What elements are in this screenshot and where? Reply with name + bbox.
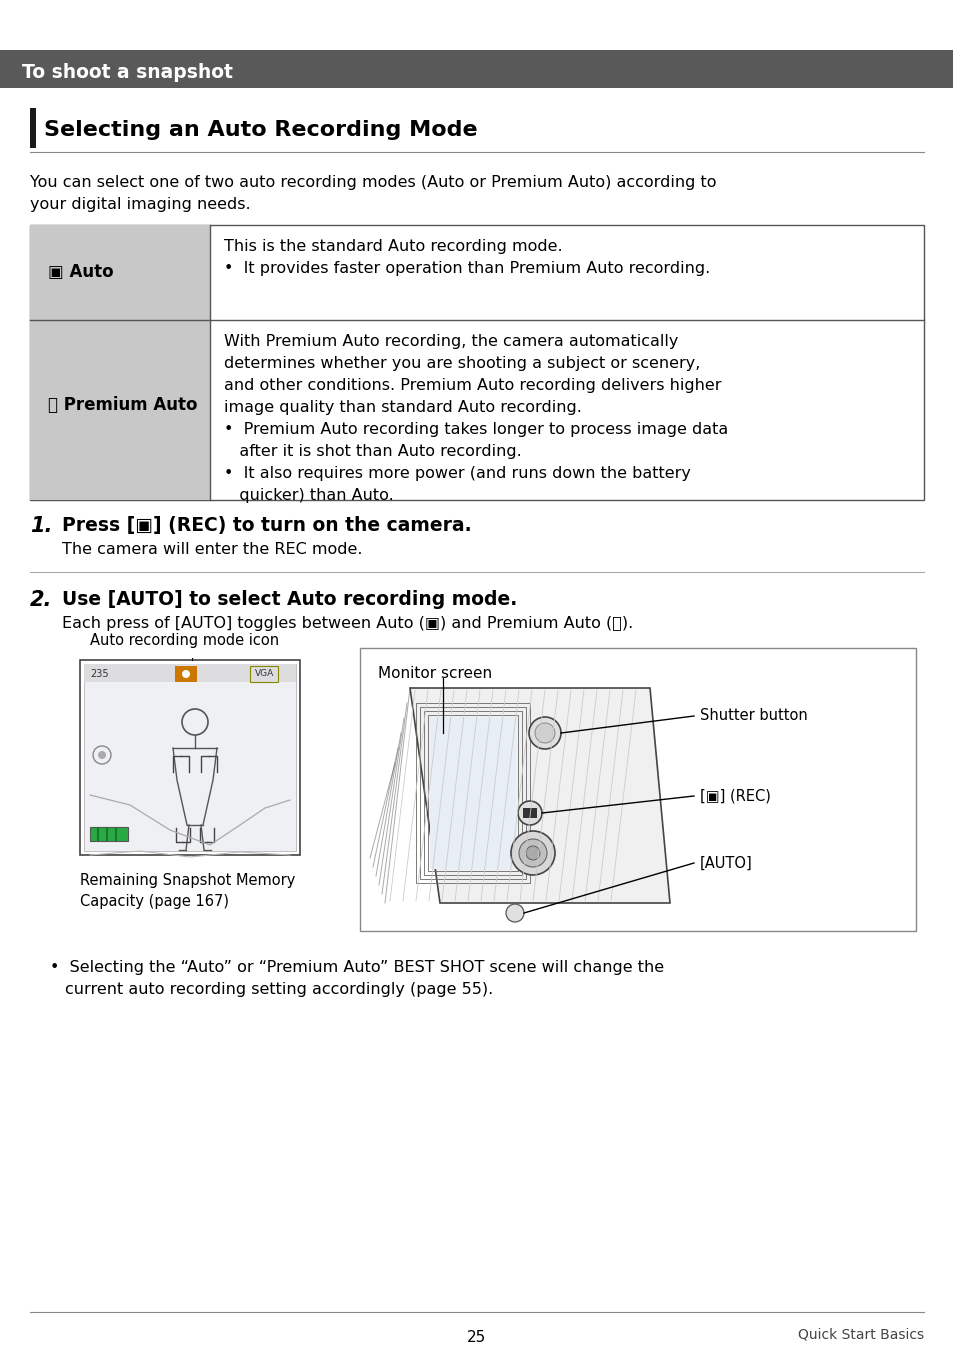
Text: With Premium Auto recording, the camera automatically: With Premium Auto recording, the camera … (224, 334, 678, 349)
Bar (250, 666, 277, 683)
Text: Press [▣] (REC) to turn on the camera.: Press [▣] (REC) to turn on the camera. (62, 516, 471, 535)
Text: Each press of [AUTO] toggles between Auto (▣) and Premium Auto (Ⓠ).: Each press of [AUTO] toggles between Aut… (62, 616, 633, 631)
Text: image quality than standard Auto recording.: image quality than standard Auto recordi… (224, 400, 581, 415)
Bar (174, 666, 196, 683)
Bar (90, 826, 128, 841)
Text: You can select one of two auto recording modes (Auto or Premium Auto) according : You can select one of two auto recording… (30, 175, 716, 190)
Text: To shoot a snapshot: To shoot a snapshot (22, 62, 233, 81)
Bar (419, 707, 525, 879)
Text: current auto recording setting accordingly (page 55).: current auto recording setting according… (65, 982, 493, 997)
Circle shape (505, 904, 523, 921)
Bar (30, 109, 36, 148)
Text: This is the standard Auto recording mode.: This is the standard Auto recording mode… (224, 239, 562, 254)
Text: 1.: 1. (30, 516, 52, 536)
Circle shape (98, 750, 106, 759)
Text: The camera will enter the REC mode.: The camera will enter the REC mode. (62, 541, 362, 556)
Text: •  It provides faster operation than Premium Auto recording.: • It provides faster operation than Prem… (224, 261, 709, 275)
Bar (423, 711, 521, 875)
Bar (30, 225, 210, 320)
Text: 235: 235 (90, 669, 109, 678)
Bar (522, 807, 537, 818)
Bar (30, 225, 923, 499)
Circle shape (182, 670, 190, 678)
Bar (0, 50, 953, 88)
Circle shape (525, 845, 539, 860)
Text: Selecting an Auto Recording Mode: Selecting an Auto Recording Mode (44, 119, 477, 140)
Text: Shutter button: Shutter button (700, 708, 807, 723)
Polygon shape (410, 688, 669, 902)
Text: 25: 25 (467, 1330, 486, 1345)
Bar (416, 703, 530, 883)
Text: •  It also requires more power (and runs down the battery: • It also requires more power (and runs … (224, 465, 690, 480)
Bar (30, 320, 210, 499)
Text: •  Selecting the “Auto” or “Premium Auto” BEST SHOT scene will change the: • Selecting the “Auto” or “Premium Auto”… (50, 959, 663, 974)
Text: determines whether you are shooting a subject or scenery,: determines whether you are shooting a su… (224, 356, 700, 370)
Text: Monitor screen: Monitor screen (377, 666, 492, 681)
Text: 2.: 2. (30, 590, 52, 611)
Bar (80, 660, 299, 855)
Circle shape (517, 801, 541, 825)
Text: VGA: VGA (254, 669, 274, 678)
Text: Auto recording mode icon: Auto recording mode icon (90, 632, 279, 649)
Circle shape (535, 723, 555, 744)
Bar (430, 716, 516, 868)
Text: [AUTO]: [AUTO] (700, 855, 752, 870)
Text: ▣ Auto: ▣ Auto (48, 263, 113, 281)
Text: Use [AUTO] to select Auto recording mode.: Use [AUTO] to select Auto recording mode… (62, 590, 517, 609)
Circle shape (518, 839, 546, 867)
Text: Remaining Snapshot Memory
Capacity (page 167): Remaining Snapshot Memory Capacity (page… (80, 873, 295, 909)
Text: Quick Start Basics: Quick Start Basics (797, 1329, 923, 1342)
Circle shape (511, 830, 555, 875)
Text: [▣] (REC): [▣] (REC) (700, 788, 770, 803)
Bar (359, 649, 915, 931)
Bar (84, 664, 295, 683)
Text: and other conditions. Premium Auto recording delivers higher: and other conditions. Premium Auto recor… (224, 379, 720, 394)
Text: quicker) than Auto.: quicker) than Auto. (224, 489, 394, 503)
Circle shape (529, 716, 560, 749)
Text: your digital imaging needs.: your digital imaging needs. (30, 197, 251, 212)
Text: after it is shot than Auto recording.: after it is shot than Auto recording. (224, 444, 521, 459)
Bar (428, 715, 517, 871)
Bar (84, 664, 295, 851)
Text: Ⓠ Premium Auto: Ⓠ Premium Auto (48, 396, 197, 414)
Text: •  Premium Auto recording takes longer to process image data: • Premium Auto recording takes longer to… (224, 422, 727, 437)
